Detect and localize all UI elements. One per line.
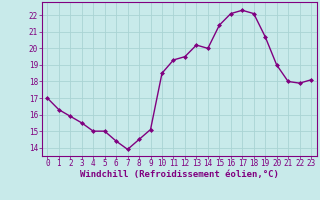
X-axis label: Windchill (Refroidissement éolien,°C): Windchill (Refroidissement éolien,°C) (80, 170, 279, 179)
